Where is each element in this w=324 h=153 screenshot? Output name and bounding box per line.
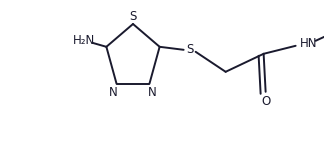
Text: HN: HN (300, 37, 318, 50)
Text: O: O (261, 95, 270, 108)
Text: N: N (148, 86, 157, 99)
Text: S: S (186, 43, 193, 56)
Text: N: N (109, 86, 118, 99)
Text: H₂N: H₂N (73, 34, 96, 47)
Text: S: S (129, 9, 137, 22)
